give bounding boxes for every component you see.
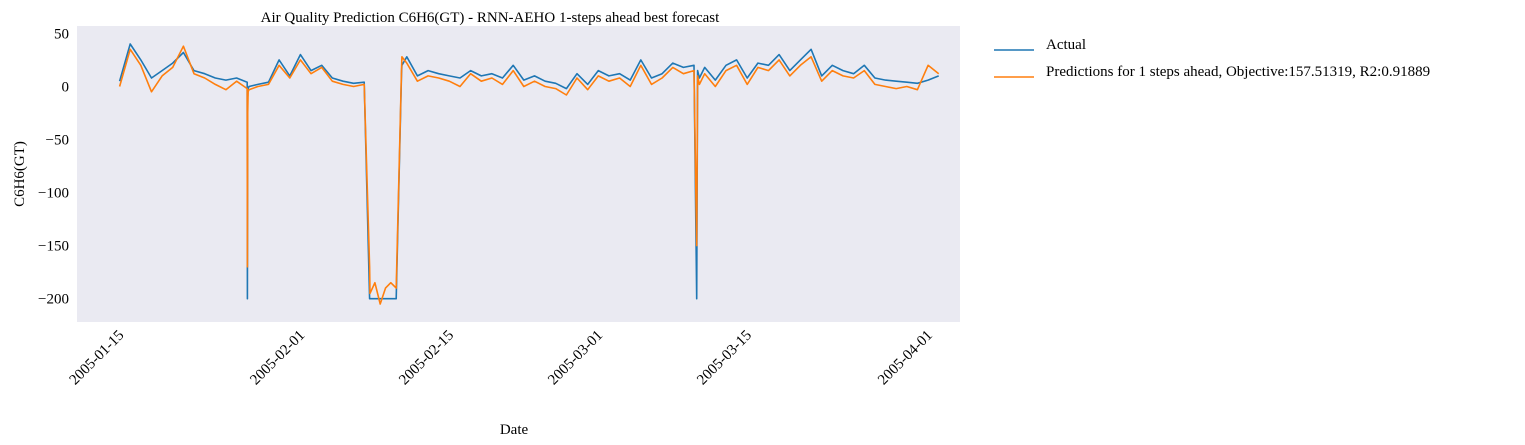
series-layer <box>118 43 940 305</box>
y-tick-label: −100 <box>38 186 69 202</box>
chart-title: Air Quality Prediction C6H6(GT) - RNN-AE… <box>261 10 720 26</box>
x-tick-label: 2005-03-15 <box>694 328 755 389</box>
y-tick-label: 50 <box>54 26 69 42</box>
x-tick-label: 2005-04-01 <box>875 328 936 389</box>
x-axis-title: Date <box>500 422 529 438</box>
y-tick-label: −150 <box>38 239 69 255</box>
x-axis: 2005-01-15 2005-02-01 2005-02-15 2005-03-01… <box>67 328 936 389</box>
series-predictions-line <box>118 45 940 305</box>
y-tick-label: −200 <box>38 292 69 308</box>
legend-label-actual: Actual <box>1046 37 1086 53</box>
y-axis-title: C6H6(GT) <box>12 141 28 207</box>
x-tick-label: 2005-02-01 <box>247 328 308 389</box>
x-tick-label: 2005-01-15 <box>67 328 128 389</box>
x-tick-label: 2005-02-15 <box>396 328 457 389</box>
x-tick-label: 2005-03-01 <box>545 328 606 389</box>
legend: Actual Predictions for 1 steps ahead, Ob… <box>994 37 1430 80</box>
legend-label-predictions: Predictions for 1 steps ahead, Objective… <box>1046 64 1430 80</box>
y-tick-label: 0 <box>62 80 70 96</box>
y-axis: 50 0 −50 −100 −150 −200 <box>38 26 69 307</box>
plot-area <box>77 26 960 322</box>
y-tick-label: −50 <box>46 133 69 149</box>
